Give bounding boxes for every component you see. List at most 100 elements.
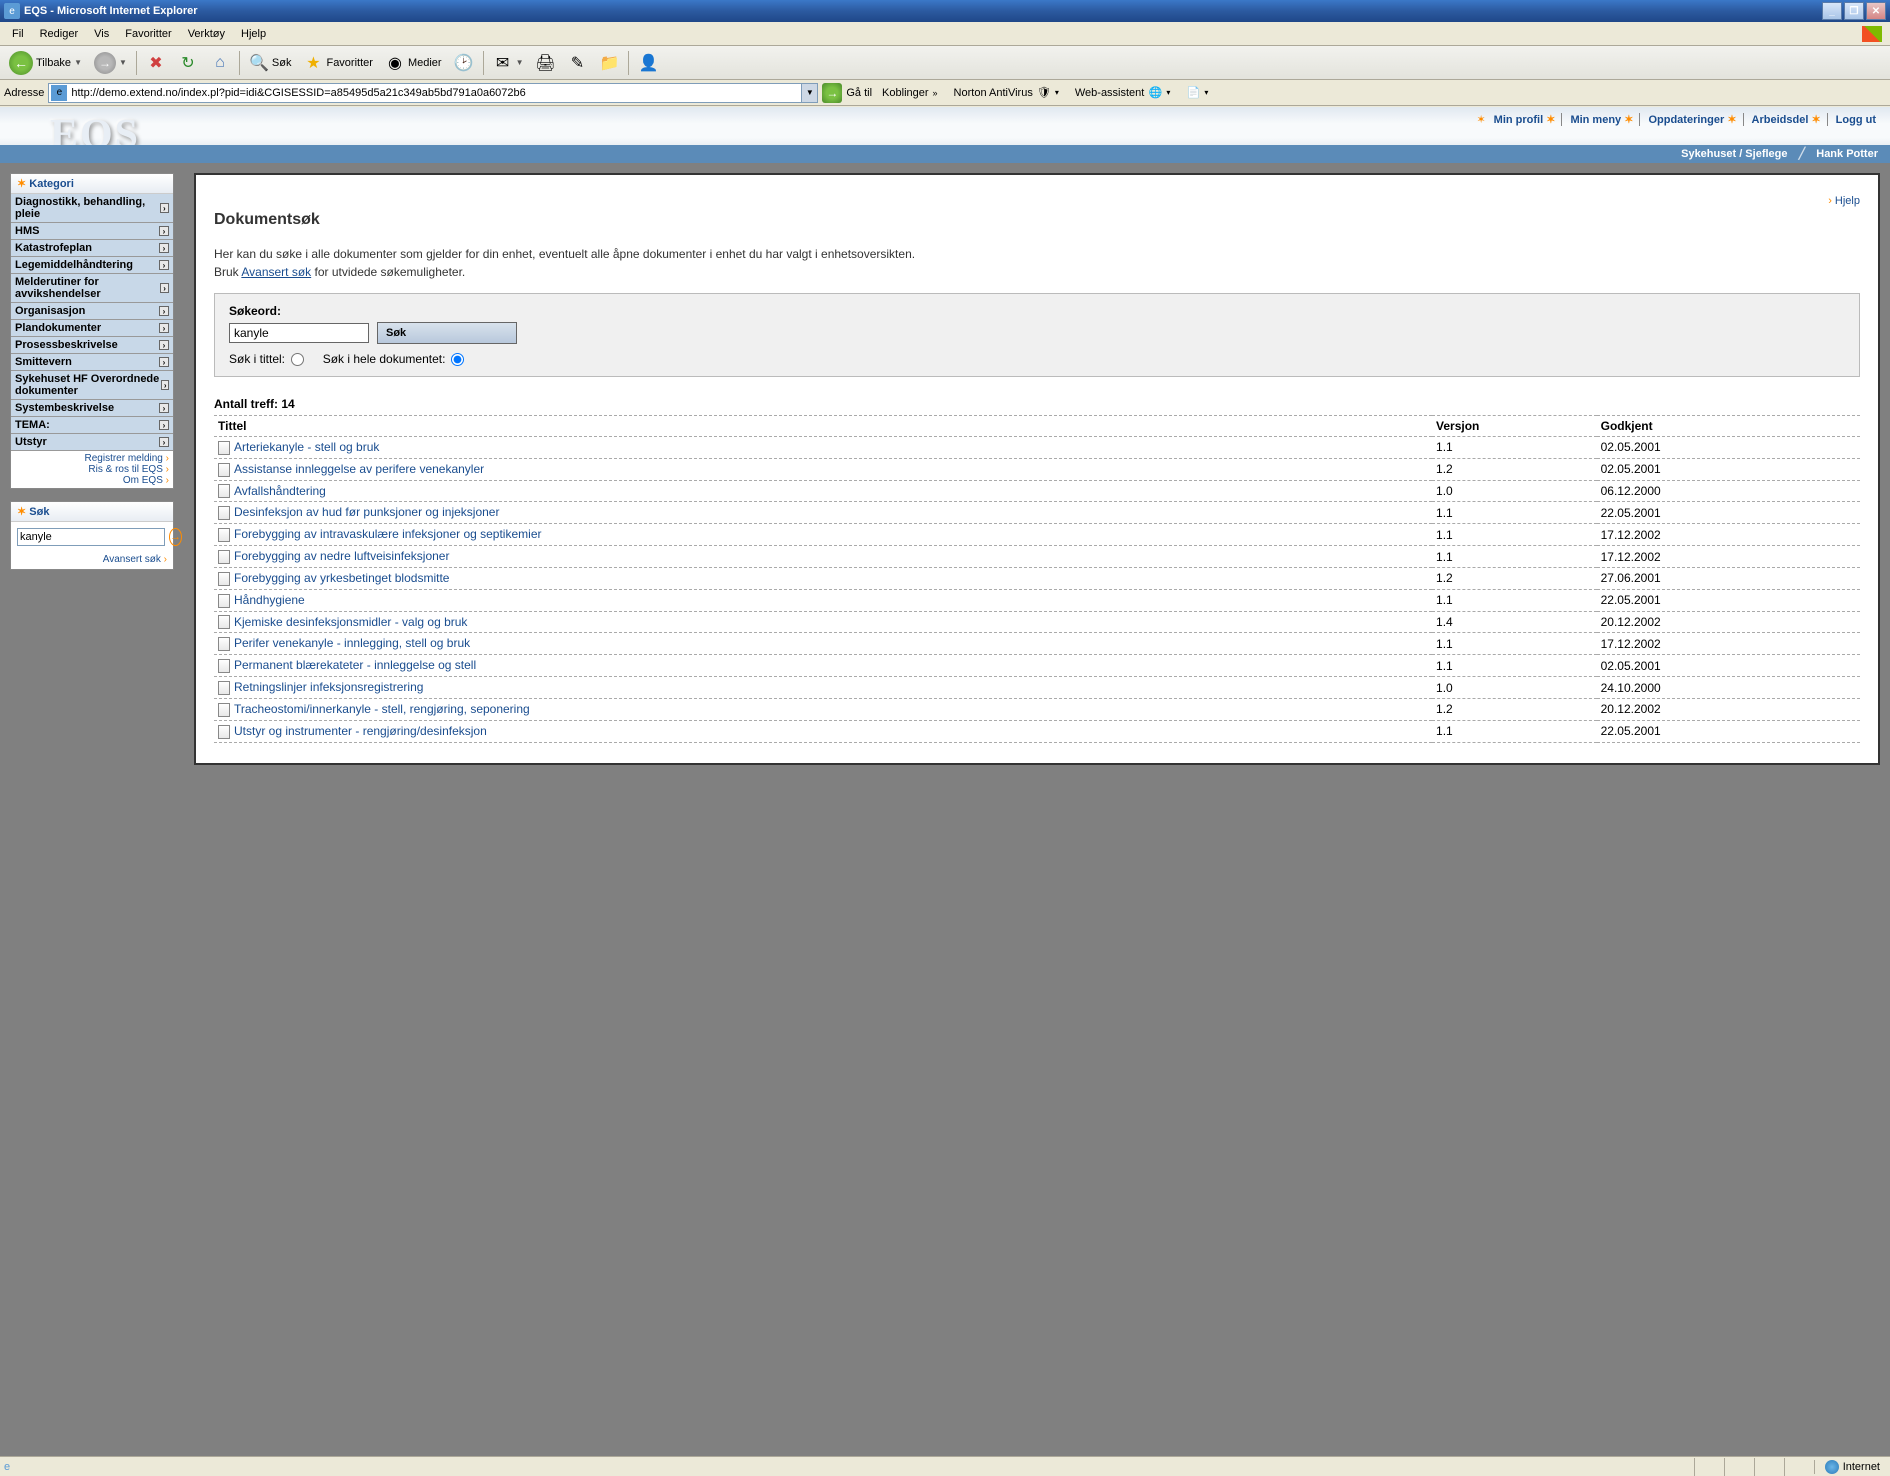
result-row: Retningslinjer infeksjonsregistrering1.0… [214, 677, 1860, 699]
expand-icon: › [159, 323, 169, 333]
menu-edit[interactable]: Rediger [32, 26, 87, 42]
minimize-button[interactable]: _ [1822, 2, 1842, 20]
history-button[interactable]: 🕑 [449, 49, 479, 77]
menu-file[interactable]: Fil [4, 26, 32, 42]
refresh-button[interactable]: ↻ [173, 49, 203, 77]
restore-button[interactable]: ❐ [1844, 2, 1864, 20]
intro-advanced-link[interactable]: Avansert søk [241, 265, 311, 279]
pdf-section[interactable]: 📄 ▾ [1180, 86, 1214, 100]
nav-logout[interactable]: Logg ut [1830, 114, 1882, 126]
menu-help[interactable]: Hjelp [233, 26, 274, 42]
result-approved: 02.05.2001 [1597, 655, 1860, 677]
result-version: 1.2 [1432, 567, 1597, 589]
sidebar-search-go[interactable]: → [169, 528, 182, 546]
result-approved: 17.12.2002 [1597, 524, 1860, 546]
home-button[interactable]: ⌂ [205, 49, 235, 77]
category-item[interactable]: Prosessbeskrivelse› [11, 337, 173, 354]
result-title-link[interactable]: Kjemiske desinfeksjonsmidler - valg og b… [234, 615, 467, 629]
nav-updates[interactable]: Oppdateringer ✶ [1642, 113, 1743, 126]
media-button[interactable]: ◉Medier [380, 49, 447, 77]
search-button[interactable]: 🔍Søk [244, 49, 297, 77]
stop-button[interactable]: ✖ [141, 49, 171, 77]
category-item[interactable]: HMS› [11, 223, 173, 240]
document-icon [218, 615, 230, 629]
category-item[interactable]: Melderutiner for avvikshendelser› [11, 274, 173, 303]
links-section[interactable]: Koblinger » [876, 87, 944, 99]
link-register[interactable]: Registrer melding › [15, 453, 169, 464]
result-title-link[interactable]: Forebygging av yrkesbetinget blodsmitte [234, 571, 449, 585]
search-submit-button[interactable]: Søk [377, 322, 517, 344]
document-icon [218, 484, 230, 498]
folder-button[interactable]: 📁 [594, 49, 624, 77]
result-title-link[interactable]: Arteriekanyle - stell og bruk [234, 440, 379, 454]
address-input[interactable] [69, 87, 801, 99]
expand-icon: › [159, 226, 169, 236]
result-title-link[interactable]: Perifer venekanyle - innlegging, stell o… [234, 636, 470, 650]
content-area: EQS ✶ Min profil ✶ Min meny ✶ Oppdaterin… [0, 107, 1890, 1456]
document-icon [218, 463, 230, 477]
search-keyword-input[interactable] [229, 323, 369, 343]
category-item[interactable]: Smittevern› [11, 354, 173, 371]
address-dropdown[interactable]: ▼ [801, 84, 817, 102]
address-label: Adresse [4, 87, 44, 99]
sidebar-advanced-link[interactable]: Avansert søk › [103, 554, 167, 565]
nav-profile[interactable]: Min profil ✶ [1488, 113, 1563, 126]
result-title-link[interactable]: Tracheostomi/innerkanyle - stell, rengjø… [234, 702, 530, 716]
result-title-link[interactable]: Forebygging av intravaskulære infeksjone… [234, 527, 541, 541]
go-button[interactable]: → [822, 83, 842, 103]
close-button[interactable]: ✕ [1866, 2, 1886, 20]
sidebar-search-input[interactable] [17, 528, 165, 546]
result-title-link[interactable]: Forebygging av nedre luftveisinfeksjoner [234, 549, 449, 563]
favorites-button[interactable]: ★Favoritter [298, 49, 377, 77]
document-icon [218, 528, 230, 542]
edit-button[interactable]: ✎ [562, 49, 592, 77]
radio-title[interactable] [291, 353, 304, 366]
nav-menu[interactable]: Min meny ✶ [1564, 113, 1640, 126]
col-title: Tittel [214, 416, 1432, 437]
norton-section[interactable]: Norton AntiVirus 🛡 ▾ [948, 86, 1065, 100]
category-item[interactable]: Plandokumenter› [11, 320, 173, 337]
category-item[interactable]: Diagnostikk, behandling, pleie› [11, 194, 173, 223]
expand-icon: › [159, 340, 169, 350]
web-assistant-section[interactable]: Web-assistent 🌐 ▾ [1069, 86, 1177, 100]
mail-button[interactable]: ✉▼ [488, 49, 529, 77]
result-approved: 02.05.2001 [1597, 437, 1860, 459]
category-item[interactable]: Legemiddelhåndtering› [11, 257, 173, 274]
print-button[interactable]: 🖨 [530, 49, 560, 77]
document-icon [218, 594, 230, 608]
link-feedback[interactable]: Ris & ros til EQS › [15, 464, 169, 475]
result-title-link[interactable]: Assistanse innleggelse av perifere venek… [234, 462, 484, 476]
result-title-link[interactable]: Retningslinjer infeksjonsregistrering [234, 680, 423, 694]
result-title-link[interactable]: Håndhygiene [234, 593, 305, 607]
status-pane [1754, 1458, 1784, 1476]
category-item[interactable]: Katastrofeplan› [11, 240, 173, 257]
menu-favorites[interactable]: Favoritter [117, 26, 179, 42]
category-item[interactable]: TEMA:› [11, 417, 173, 434]
category-item[interactable]: Utstyr› [11, 434, 173, 451]
menu-tools[interactable]: Verktøy [180, 26, 233, 42]
messenger-button[interactable]: 👤 [633, 49, 663, 77]
result-title-link[interactable]: Avfallshåndtering [234, 484, 326, 498]
col-version: Versjon [1432, 416, 1597, 437]
col-approved: Godkjent [1597, 416, 1860, 437]
result-title-link[interactable]: Desinfeksjon av hud før punksjoner og in… [234, 505, 499, 519]
category-item[interactable]: Systembeskrivelse› [11, 400, 173, 417]
expand-icon: › [159, 243, 169, 253]
radio-full[interactable] [451, 353, 464, 366]
menu-view[interactable]: Vis [86, 26, 117, 42]
category-item[interactable]: Organisasjon› [11, 303, 173, 320]
result-title-link[interactable]: Permanent blærekateter - innleggelse og … [234, 658, 476, 672]
category-item[interactable]: Sykehuset HF Overordnede dokumenter› [11, 371, 173, 400]
window-title: EQS - Microsoft Internet Explorer [24, 5, 1822, 17]
result-title-link[interactable]: Utstyr og instrumenter - rengjøring/desi… [234, 724, 487, 738]
forward-button[interactable]: → ▼ [89, 49, 132, 77]
result-approved: 20.12.2002 [1597, 611, 1860, 633]
result-approved: 06.12.2000 [1597, 480, 1860, 502]
messenger-icon: 👤 [638, 53, 658, 73]
media-icon: ◉ [385, 53, 405, 73]
back-button[interactable]: ← Tilbake ▼ [4, 49, 87, 77]
nav-workspace[interactable]: Arbeidsdel ✶ [1746, 113, 1828, 126]
link-about[interactable]: Om EQS › [15, 475, 169, 486]
help-link[interactable]: Hjelp [1835, 195, 1860, 207]
result-approved: 02.05.2001 [1597, 458, 1860, 480]
